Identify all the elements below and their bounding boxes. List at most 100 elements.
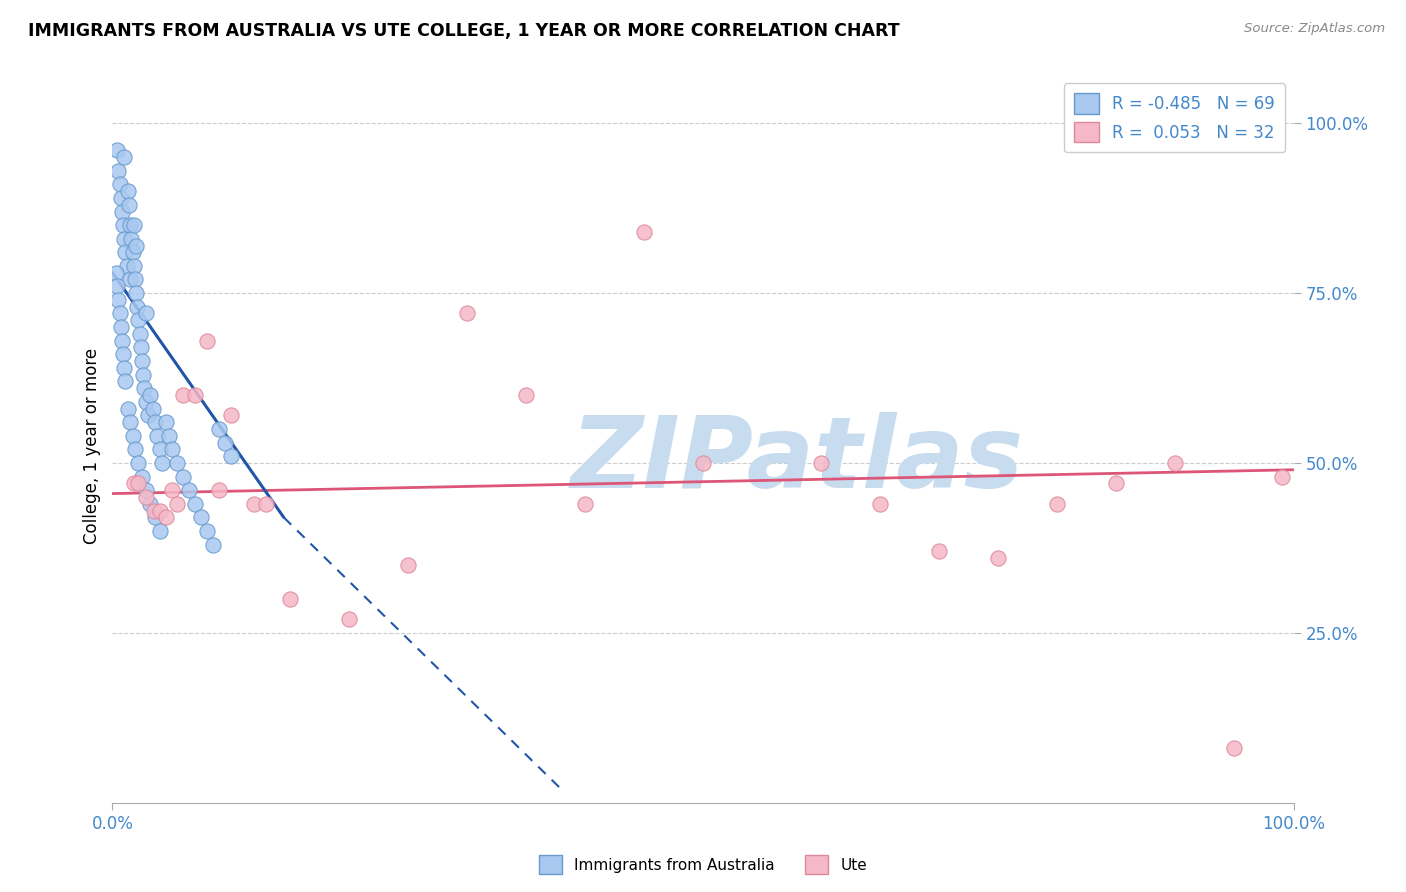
Point (105, 279, 128, 293)
Point (219, 449, 242, 463)
Point (112, 232, 135, 246)
Point (149, 442, 172, 457)
Point (1105, 476, 1128, 491)
Point (114, 375, 136, 389)
Point (692, 456, 714, 470)
Point (124, 442, 146, 457)
Point (208, 422, 231, 436)
Point (122, 259, 145, 273)
Point (107, 293, 129, 307)
Point (127, 456, 149, 470)
Point (107, 163, 129, 178)
Point (149, 503, 172, 517)
Point (111, 204, 134, 219)
Point (114, 245, 136, 260)
Point (125, 238, 148, 252)
Point (574, 497, 596, 511)
Point (108, 178, 131, 192)
Point (122, 218, 145, 232)
Point (139, 497, 162, 511)
Point (166, 456, 188, 470)
Point (128, 326, 150, 341)
Point (190, 510, 212, 524)
Point (135, 490, 157, 504)
Point (184, 497, 207, 511)
Point (135, 394, 157, 409)
Point (136, 409, 159, 423)
Point (201, 537, 224, 551)
Point (515, 388, 537, 402)
Point (134, 381, 156, 395)
Point (456, 306, 478, 320)
Point (172, 388, 194, 402)
Legend: Immigrants from Australia, Ute: Immigrants from Australia, Ute (533, 849, 873, 880)
Point (105, 144, 128, 158)
Text: IMMIGRANTS FROM AUSTRALIA VS UTE COLLEGE, 1 YEAR OR MORE CORRELATION CHART: IMMIGRANTS FROM AUSTRALIA VS UTE COLLEGE… (28, 22, 900, 40)
Point (111, 334, 134, 348)
Point (117, 401, 139, 416)
Point (105, 266, 128, 280)
Point (928, 544, 950, 558)
Point (810, 456, 832, 470)
Point (396, 558, 419, 572)
Point (150, 456, 173, 470)
Point (195, 524, 218, 538)
Point (633, 225, 655, 239)
Point (110, 320, 132, 334)
Point (127, 313, 149, 327)
Y-axis label: College, 1 year or more: College, 1 year or more (83, 348, 101, 544)
Point (160, 442, 183, 457)
Point (155, 415, 177, 429)
Point (179, 483, 201, 498)
Text: Source: ZipAtlas.com: Source: ZipAtlas.com (1244, 22, 1385, 36)
Point (108, 306, 131, 320)
Point (1223, 741, 1246, 756)
Point (117, 184, 139, 198)
Point (115, 259, 138, 273)
Point (143, 415, 166, 429)
Point (135, 306, 157, 320)
Point (142, 401, 165, 416)
Point (166, 497, 188, 511)
Point (337, 612, 360, 626)
Point (131, 469, 153, 483)
Point (142, 503, 165, 517)
Point (139, 388, 162, 402)
Point (160, 483, 183, 498)
Point (254, 497, 277, 511)
Point (120, 232, 142, 246)
Point (121, 245, 143, 260)
Point (1164, 456, 1187, 470)
Point (987, 551, 1010, 566)
Point (1271, 469, 1294, 483)
Text: ZIPatlas: ZIPatlas (571, 412, 1024, 508)
Point (112, 347, 135, 361)
Legend: R = -0.485   N = 69, R =  0.053   N = 32: R = -0.485 N = 69, R = 0.053 N = 32 (1064, 83, 1285, 153)
Point (120, 415, 142, 429)
Point (124, 272, 146, 286)
Point (1046, 497, 1069, 511)
Point (184, 388, 207, 402)
Point (127, 476, 149, 491)
Point (243, 497, 266, 511)
Point (120, 218, 142, 232)
Point (172, 469, 194, 483)
Point (112, 150, 135, 164)
Point (125, 286, 148, 301)
Point (127, 300, 149, 314)
Point (219, 409, 242, 423)
Point (278, 591, 301, 606)
Point (112, 360, 135, 375)
Point (208, 483, 231, 498)
Point (110, 191, 132, 205)
Point (157, 429, 180, 443)
Point (120, 272, 142, 286)
Point (214, 435, 236, 450)
Point (118, 198, 141, 212)
Point (146, 429, 169, 443)
Point (122, 476, 145, 491)
Point (869, 497, 891, 511)
Point (155, 510, 177, 524)
Point (131, 354, 153, 368)
Point (135, 483, 157, 498)
